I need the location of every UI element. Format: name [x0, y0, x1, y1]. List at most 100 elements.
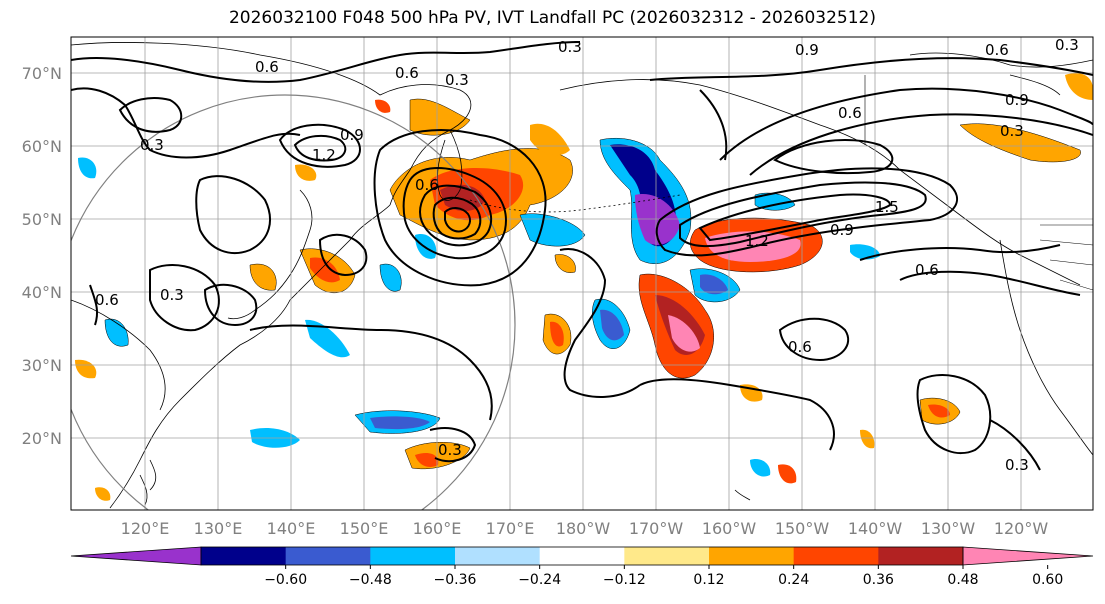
contour-labels: 0.3 0.9 0.6 0.3 0.6 0.3 0.9 0.6 0.3 0.9 … — [95, 37, 1079, 474]
pv-contour — [71, 87, 301, 159]
colorbar-tick-label: 0.48 — [947, 572, 978, 588]
colorbar-tick-label: −0.12 — [603, 572, 646, 588]
colorbar-tick-label: −0.48 — [349, 572, 392, 588]
coastline — [469, 194, 681, 213]
lon-tick-label: 160°E — [413, 519, 462, 538]
lon-tick-label: 180°W — [556, 519, 611, 538]
shade-patch — [928, 404, 950, 418]
pv-contour — [318, 233, 368, 277]
pv-contour — [778, 317, 850, 362]
pv-contour — [71, 41, 581, 83]
contour-label: 0.6 — [838, 104, 862, 122]
lon-tick-label: 130°W — [921, 519, 976, 538]
shade-patch — [668, 315, 700, 352]
colorbar-swatch — [539, 547, 625, 565]
pv-contour — [293, 134, 347, 162]
shading-layer — [75, 73, 1093, 501]
pv-contour — [373, 129, 547, 287]
shade-patch — [409, 98, 471, 136]
contour-label: 1.2 — [312, 146, 336, 164]
shade-patch — [104, 318, 129, 347]
contour-label: 0.3 — [140, 136, 164, 154]
pv-contour — [899, 270, 1081, 296]
coastline — [1009, 74, 1061, 96]
pv-contour — [773, 139, 894, 175]
contour-label: 0.9 — [795, 41, 819, 59]
colorbar-tick-label: 0.60 — [1032, 572, 1063, 588]
lon-tick-label: 120°E — [121, 519, 170, 538]
shade-patch — [860, 429, 875, 449]
pv-contour — [859, 244, 1061, 261]
coastline — [227, 189, 313, 320]
pv-contour — [559, 248, 641, 398]
pv-contour — [402, 167, 507, 260]
pv-contour — [278, 123, 361, 168]
colorbar-swatch — [793, 547, 879, 565]
shade-patch — [415, 453, 439, 467]
map-border — [70, 36, 1094, 511]
lon-axis: 120°E 130°E 140°E 150°E 160°E 170°E 180°… — [121, 519, 1049, 538]
lon-tick-label: 170°E — [486, 519, 535, 538]
pv-contour — [719, 87, 1093, 161]
pv-contour — [749, 113, 1093, 176]
contour-label: 0.3 — [160, 286, 184, 304]
pv-contour — [679, 181, 927, 248]
shade-patch — [370, 416, 430, 430]
lon-tick-label: 130°E — [194, 519, 243, 538]
shade-patch — [305, 319, 350, 358]
shade-patch — [1065, 73, 1093, 100]
colorbar-tick-label: −0.36 — [434, 572, 477, 588]
coastline — [109, 204, 391, 509]
lat-tick-label: 60°N — [22, 137, 62, 156]
coastline — [909, 52, 1093, 68]
shade-patch — [78, 157, 97, 179]
contour-label: 1.2 — [745, 232, 769, 250]
pv-contour — [429, 427, 477, 463]
lon-tick-label: 150°E — [340, 519, 389, 538]
shade-patch — [778, 464, 797, 484]
shade-patch — [550, 321, 564, 347]
colorbar-tick-label: 0.12 — [693, 572, 724, 588]
lon-tick-label: 170°W — [629, 519, 684, 538]
contour-label: 0.6 — [788, 338, 812, 356]
contour-label: 0.6 — [915, 261, 939, 279]
pv-contour — [195, 175, 271, 255]
colorbar-swatch — [455, 547, 541, 565]
colorbar-border — [200, 546, 964, 566]
pv-contour — [444, 207, 471, 233]
colorbar-tick-label: −0.60 — [264, 572, 307, 588]
colorbar-swatch — [624, 547, 710, 565]
contour-label: 0.3 — [445, 71, 469, 89]
shade-patch — [375, 99, 391, 113]
contour-label: 0.3 — [438, 441, 462, 459]
lat-tick-label: 70°N — [22, 64, 62, 83]
pv-contour — [639, 378, 835, 451]
shade-patch — [310, 257, 340, 283]
range-circle — [71, 94, 516, 510]
shade-patch — [530, 123, 570, 156]
shade-patch — [635, 194, 680, 245]
colorbar-swatch — [370, 547, 456, 565]
colorbar-tick-label: −0.24 — [518, 572, 561, 588]
contour-label: 0.6 — [95, 291, 119, 309]
shade-patch — [554, 254, 576, 273]
shade-patch — [700, 274, 728, 295]
contour-label: 0.3 — [1005, 456, 1029, 474]
colorbar: −0.60 −0.48 −0.36 −0.24 −0.12 0.12 0.24 0.36 0.4… — [70, 546, 1094, 588]
shade-patch — [379, 263, 402, 292]
colorbar-swatch — [878, 547, 964, 565]
map-panel — [71, 37, 1093, 510]
shade-patch — [249, 263, 277, 291]
coastline — [71, 299, 166, 411]
coastline — [1039, 239, 1093, 291]
contour-label: 0.9 — [1005, 91, 1029, 109]
pv-contour — [249, 324, 493, 421]
contour-label: 0.9 — [340, 126, 364, 144]
lat-axis: 70°N 60°N 50°N 40°N 30°N 20°N — [22, 64, 62, 448]
colorbar-swatch — [709, 547, 795, 565]
pv-contour — [149, 264, 220, 332]
colorbar-tick-label: 0.24 — [778, 572, 809, 588]
lon-tick-label: 140°W — [848, 519, 903, 538]
contour-label: 0.6 — [255, 58, 279, 76]
